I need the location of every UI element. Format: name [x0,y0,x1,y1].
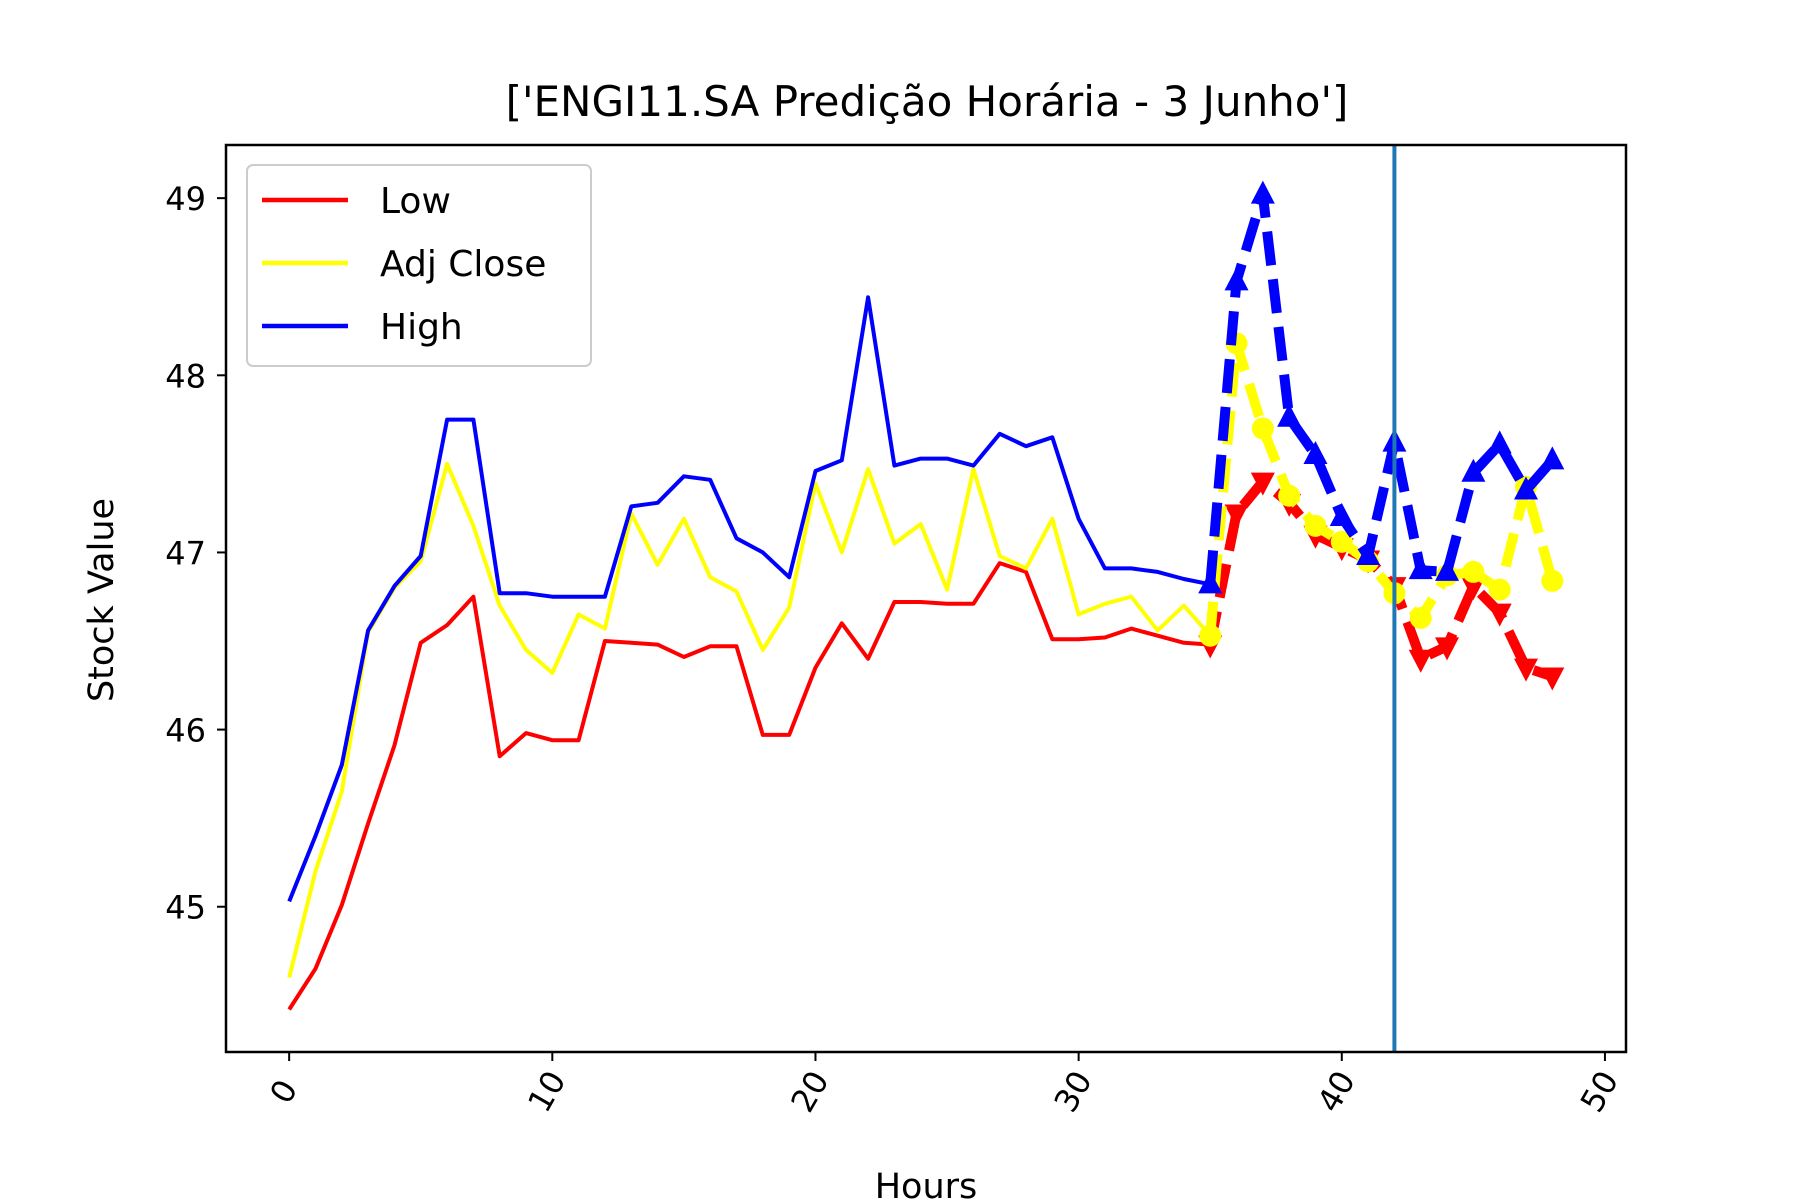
chart-title: ['ENGI11.SA Predição Horária - 3 Junho'] [506,77,1349,126]
data-point-4-2 [1251,417,1274,440]
series-5 [1198,180,1565,594]
data-point-3-2 [1250,472,1275,496]
data-point-5-11 [1487,430,1512,454]
legend: Low Adj Close High [246,164,592,367]
x-axis-label: Hours [875,1167,978,1200]
data-point-3-11 [1487,603,1512,627]
legend-label-adj-close: Adj Close [380,244,546,285]
data-point-4-8 [1409,606,1432,629]
data-point-5-10 [1461,458,1486,482]
data-point-4-3 [1278,484,1301,507]
data-point-5-2 [1250,180,1275,204]
series-0 [287,561,1211,1011]
data-point-5-9 [1435,557,1460,581]
data-point-5-6 [1356,541,1381,565]
data-point-4-10 [1462,560,1485,583]
series-line-1 [287,461,1212,979]
data-point-4-0 [1199,624,1222,647]
data-point-3-1 [1224,504,1249,528]
data-point-5-12 [1514,476,1538,500]
series-line-5 [1205,189,1557,585]
data-point-4-5 [1330,530,1353,553]
data-point-5-8 [1408,556,1433,580]
y-tick-label-0: 45 [165,889,206,927]
data-point-3-13 [1540,667,1565,691]
y-tick-label-3: 48 [165,357,206,395]
data-point-5-0 [1198,570,1223,594]
data-point-5-5 [1329,503,1354,527]
y-tick-label-4: 49 [165,180,206,218]
data-point-4-4 [1304,514,1327,537]
data-layer [287,180,1565,1011]
data-point-3-10 [1461,577,1486,601]
data-point-4-11 [1488,578,1511,601]
legend-label-high: High [380,307,463,348]
data-point-3-12 [1514,658,1538,682]
y-tick-label-1: 46 [165,712,206,750]
data-point-3-9 [1435,637,1460,661]
data-point-5-4 [1303,441,1328,465]
data-point-5-13 [1540,446,1565,470]
data-point-5-3 [1277,403,1302,427]
data-point-5-1 [1224,267,1249,291]
series-line-2 [287,295,1211,903]
legend-label-low: Low [380,181,451,222]
series-2 [287,295,1211,903]
series-4 [1199,332,1564,647]
y-tick-label-2: 47 [165,534,206,572]
series-line-0 [287,561,1211,1011]
series-1 [287,461,1212,979]
legend-frame [246,164,592,367]
plot-frame [224,143,1628,1054]
data-point-3-8 [1408,649,1433,673]
y-axis-label: Stock Value [82,498,122,702]
data-point-4-13 [1541,569,1564,592]
